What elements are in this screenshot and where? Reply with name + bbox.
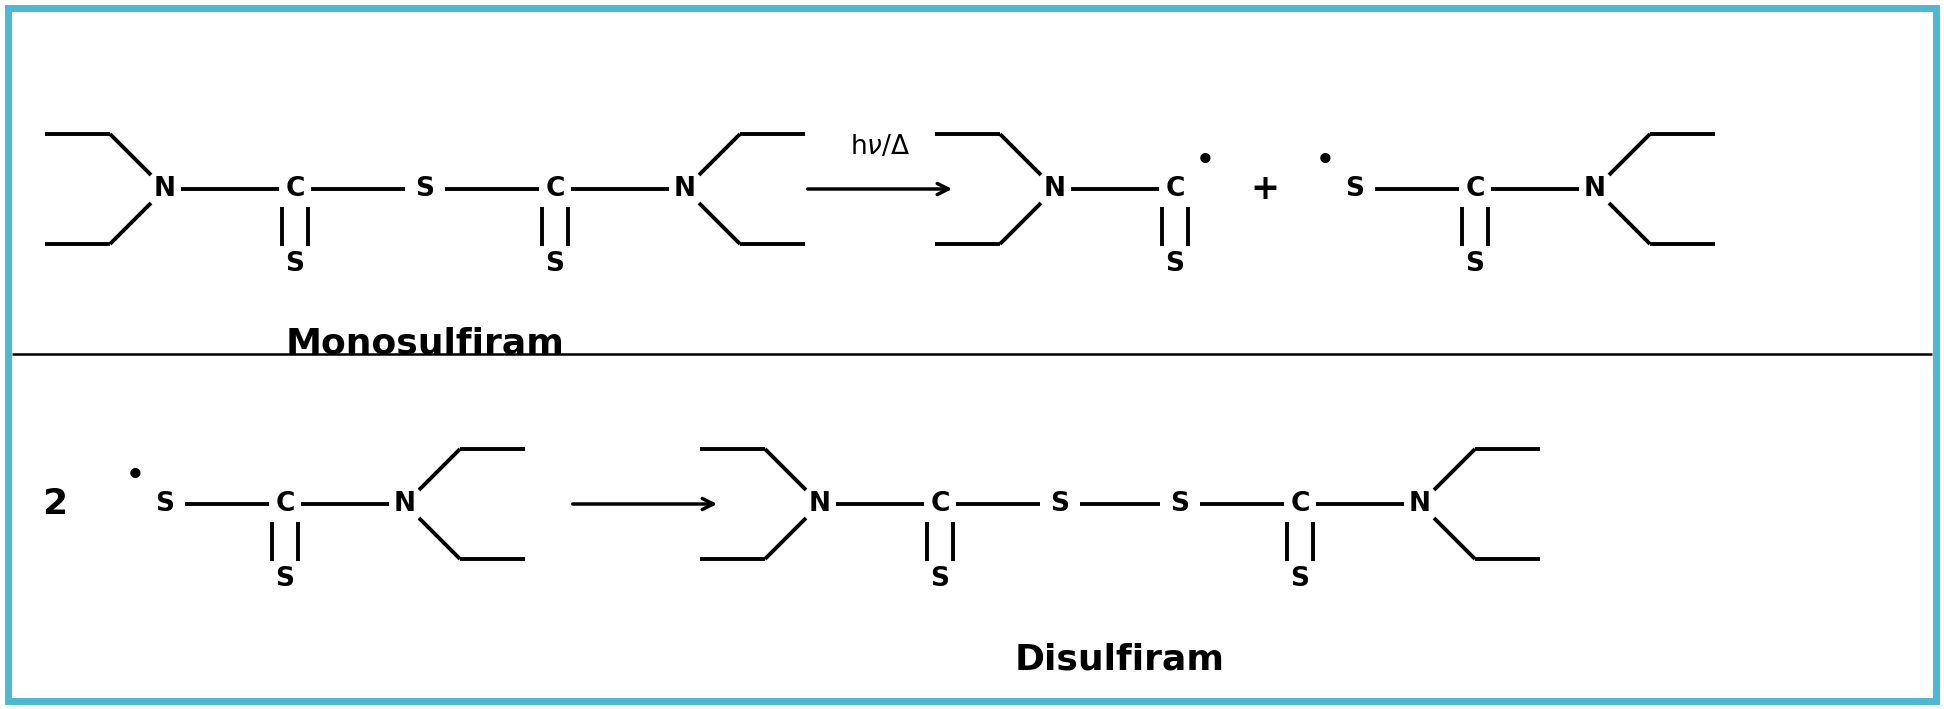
- Text: N: N: [1044, 176, 1065, 202]
- Text: N: N: [675, 176, 696, 202]
- Text: S: S: [276, 566, 294, 592]
- Text: •: •: [1196, 147, 1215, 175]
- Text: S: S: [1466, 251, 1485, 277]
- Text: S: S: [931, 566, 949, 592]
- Text: C: C: [276, 491, 295, 517]
- Text: C: C: [546, 176, 564, 202]
- Text: S: S: [1291, 566, 1310, 592]
- Text: S: S: [416, 176, 435, 202]
- Text: C: C: [286, 176, 305, 202]
- Text: N: N: [1584, 176, 1606, 202]
- Text: N: N: [395, 491, 416, 517]
- Text: S: S: [1345, 176, 1365, 202]
- Text: S: S: [1170, 491, 1190, 517]
- Text: +: +: [1250, 172, 1279, 206]
- Text: C: C: [1291, 491, 1310, 517]
- Text: •: •: [126, 462, 144, 490]
- Text: S: S: [1050, 491, 1069, 517]
- Text: C: C: [1164, 176, 1184, 202]
- Text: S: S: [1166, 251, 1184, 277]
- Text: h$\nu$/Δ: h$\nu$/Δ: [850, 134, 910, 160]
- Text: C: C: [931, 491, 951, 517]
- Text: S: S: [286, 251, 305, 277]
- Text: C: C: [1466, 176, 1485, 202]
- Text: •: •: [1316, 147, 1334, 175]
- Text: N: N: [154, 176, 177, 202]
- Text: Disulfiram: Disulfiram: [1015, 642, 1225, 676]
- Text: N: N: [809, 491, 830, 517]
- Text: S: S: [156, 491, 175, 517]
- Text: N: N: [1409, 491, 1431, 517]
- Text: Monosulfiram: Monosulfiram: [286, 327, 564, 361]
- Text: 2: 2: [43, 487, 68, 521]
- Text: S: S: [546, 251, 564, 277]
